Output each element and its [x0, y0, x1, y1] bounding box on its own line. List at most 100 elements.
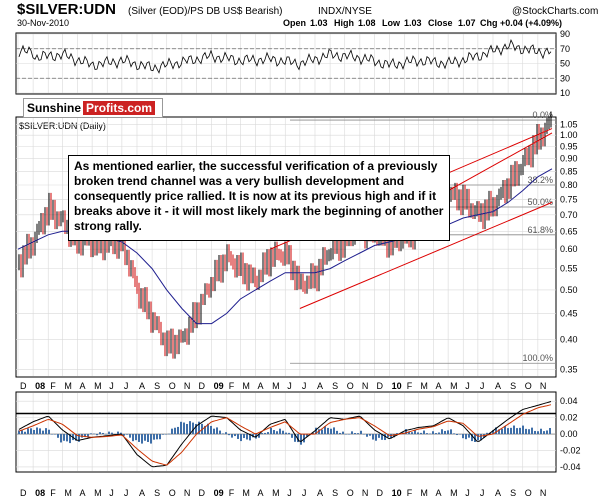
macd-histogram-bar — [495, 427, 497, 435]
macd-histogram-bar — [57, 434, 59, 438]
annotation-box: As mentioned earlier, the successful ver… — [68, 155, 450, 241]
macd-x-label: D — [20, 488, 27, 498]
price-x-label: F — [229, 381, 235, 391]
price-x-label: A — [257, 381, 263, 391]
chart-date: 30-Nov-2010 — [17, 18, 69, 28]
macd-histogram-bar — [222, 433, 224, 435]
macd-histogram-bar — [456, 434, 458, 436]
macd-histogram-bar — [192, 422, 194, 435]
macd-x-label: J — [302, 488, 307, 498]
macd-histogram-bar — [516, 428, 518, 435]
macd-histogram-bar — [78, 434, 80, 442]
fib-level-label: 100.0% — [522, 353, 553, 363]
macd-histogram-bar — [60, 434, 62, 443]
macd-histogram-bar — [450, 429, 452, 435]
macd-histogram-bar — [342, 431, 344, 435]
macd-histogram-bar — [432, 431, 434, 435]
macd-histogram-bar — [102, 432, 104, 435]
macd-histogram-bar — [27, 428, 29, 435]
macd-histogram-bar — [537, 431, 539, 435]
macd-histogram-bar — [174, 427, 176, 435]
macd-histogram-bar — [531, 427, 533, 435]
price-x-label: N — [540, 381, 547, 391]
macd-x-label: M — [420, 488, 428, 498]
macd-histogram-bar — [471, 434, 473, 442]
price-x-label: 08 — [35, 381, 45, 391]
fib-level-label: 0.0% — [532, 110, 553, 120]
macd-histogram-bar — [351, 431, 353, 435]
macd-histogram-bar — [429, 433, 431, 435]
macd-x-label: A — [79, 488, 85, 498]
macd-histogram-bar — [84, 434, 86, 438]
price-x-label: J — [302, 381, 307, 391]
macd-x-label: J — [124, 488, 128, 498]
price-x-label: F — [407, 381, 413, 391]
macd-x-label: O — [525, 488, 532, 498]
price-y-tick: 1.00 — [560, 130, 578, 140]
macd-histogram-bar — [198, 421, 200, 435]
macd-histogram-bar — [216, 427, 218, 435]
macd-histogram-bar — [45, 428, 47, 435]
macd-histogram-bar — [333, 427, 335, 435]
price-x-label: A — [139, 381, 145, 391]
macd-histogram-bar — [105, 434, 107, 435]
macd-histogram-bar — [159, 434, 161, 440]
macd-histogram-bar — [507, 428, 509, 435]
macd-x-label: A — [435, 488, 441, 498]
macd-histogram-bar — [444, 430, 446, 435]
macd-histogram-bar — [69, 434, 71, 444]
macd-histogram-bar — [465, 434, 467, 440]
macd-histogram-bar — [225, 432, 227, 435]
macd-x-label: M — [64, 488, 72, 498]
macd-histogram-bar — [369, 434, 371, 436]
macd-histogram-bar — [195, 423, 197, 435]
macd-x-label: O — [169, 488, 176, 498]
macd-histogram-bar — [345, 434, 347, 435]
macd-histogram-bar — [54, 434, 56, 435]
price-x-label: O — [347, 381, 354, 391]
close-value: 1.07 — [458, 18, 476, 28]
macd-histogram-bar — [132, 434, 134, 442]
price-x-label: O — [525, 381, 532, 391]
macd-x-label: M — [272, 488, 280, 498]
price-y-tick: 0.95 — [560, 142, 578, 152]
macd-histogram-bar — [543, 431, 545, 435]
macd-x-label: 08 — [35, 488, 45, 498]
macd-histogram-bar — [207, 423, 209, 435]
macd-histogram-bar — [219, 430, 221, 435]
watermark: @StockCharts.com — [512, 6, 598, 17]
macd-histogram-bar — [318, 429, 320, 435]
macd-histogram-bar — [111, 432, 113, 435]
macd-y-tick: -0.02 — [560, 445, 581, 455]
macd-x-label: M — [94, 488, 102, 498]
macd-histogram-bar — [462, 434, 464, 439]
macd-histogram-bar — [264, 432, 266, 435]
rsi-y-tick: 70 — [560, 44, 570, 54]
macd-histogram-bar — [405, 429, 407, 435]
macd-x-label: D — [198, 488, 205, 498]
macd-x-label: J — [287, 488, 292, 498]
macd-histogram-bar — [339, 432, 341, 435]
macd-histogram-bar — [135, 434, 137, 441]
macd-histogram-bar — [36, 427, 38, 435]
y-axis-ticks: 1.051.00 0.95 0.90 0.85 0.80 0.75 0.70 0.65 0.60… — [560, 29, 581, 472]
macd-histogram-bar — [291, 434, 293, 438]
price-y-tick: 0.45 — [560, 308, 578, 318]
macd-histogram-bar — [396, 433, 398, 435]
macd-x-label: M — [242, 488, 250, 498]
macd-histogram-bar — [480, 434, 482, 441]
price-y-tick: 0.75 — [560, 194, 578, 204]
macd-histogram-bar — [246, 434, 248, 440]
macd-histogram-bar — [312, 432, 314, 435]
macd-x-label: 09 — [214, 488, 224, 498]
macd-histogram-bar — [144, 434, 146, 441]
macd-histogram-bar — [42, 430, 44, 435]
price-x-label: J — [124, 381, 128, 391]
price-x-label: A — [317, 381, 323, 391]
price-x-label: S — [510, 381, 516, 391]
macd-histogram-bar — [354, 432, 356, 435]
macd-histogram-bar — [366, 434, 368, 437]
macd-histogram-bar — [123, 434, 125, 436]
price-x-label: M — [242, 381, 250, 391]
price-x-label: J — [287, 381, 292, 391]
